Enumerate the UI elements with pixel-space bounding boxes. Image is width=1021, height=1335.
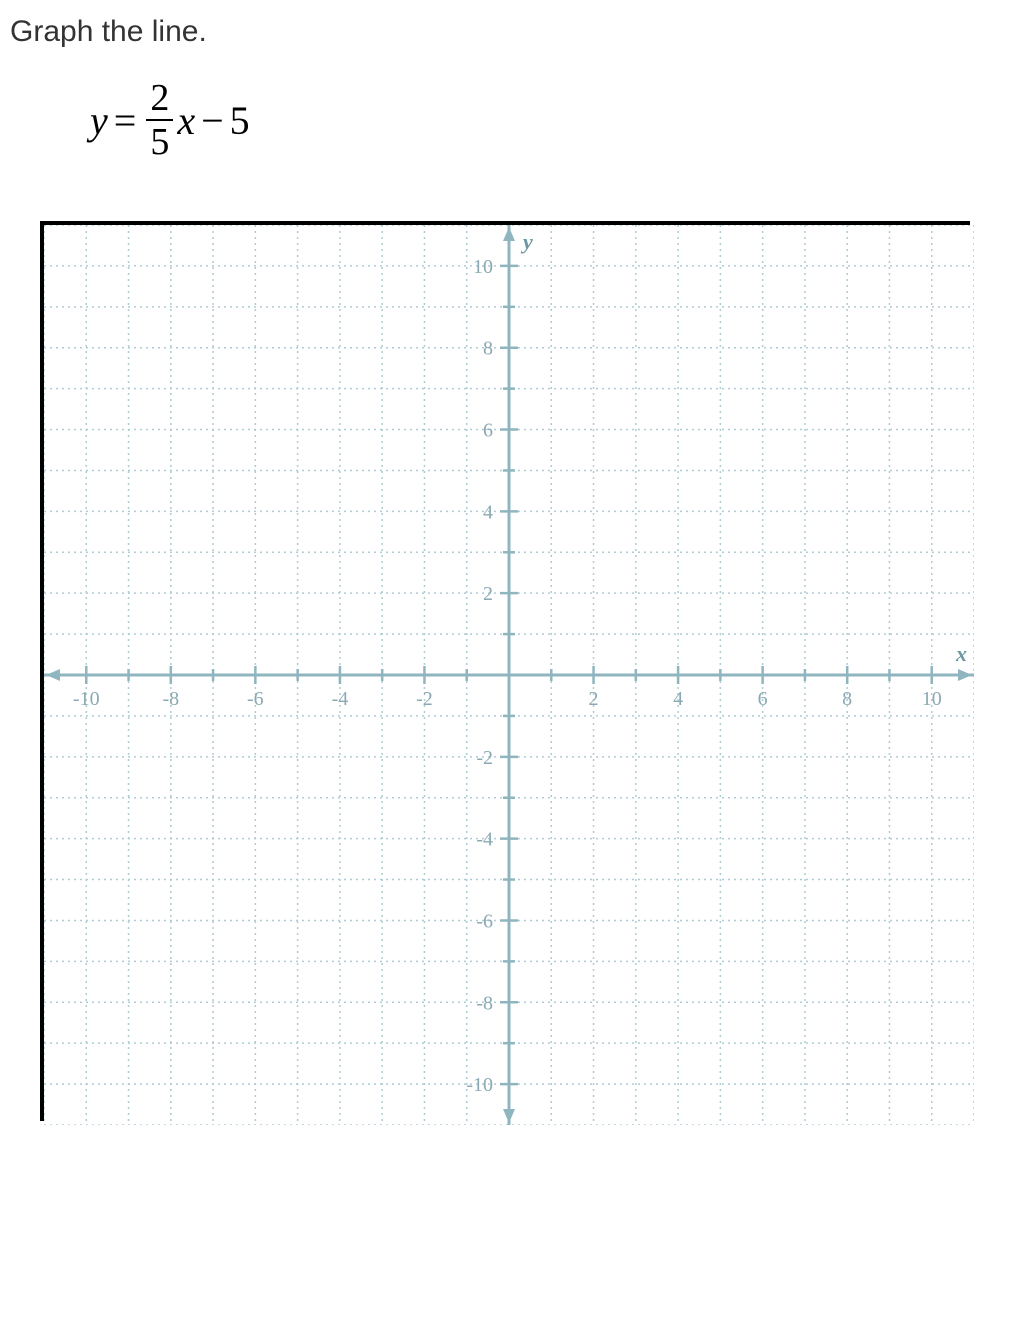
- instruction-text: Graph the line.: [10, 15, 1011, 49]
- x-tick-label: 10: [922, 688, 942, 710]
- x-tick-label: -10: [73, 688, 100, 710]
- x-tick-label: -6: [247, 688, 264, 710]
- equation-constant: 5: [230, 97, 250, 144]
- equation-frac-num: 2: [146, 79, 173, 119]
- y-tick-label: -6: [476, 910, 493, 932]
- y-tick-label: 6: [483, 420, 493, 442]
- y-tick-label: 8: [483, 338, 493, 360]
- y-tick-label: -2: [476, 747, 493, 769]
- x-tick-label: 6: [758, 688, 768, 710]
- coordinate-plane-svg: -10-8-6-4-2246810-10-8-6-4-2246810xy: [44, 225, 974, 1125]
- x-tick-label: -8: [162, 688, 179, 710]
- equation: y = 2 5 x − 5: [90, 79, 1011, 161]
- equation-lhs-var: y: [90, 97, 108, 144]
- x-tick-label: 8: [842, 688, 852, 710]
- y-tick-label: -8: [476, 992, 493, 1014]
- y-tick-label: -10: [466, 1074, 493, 1096]
- x-tick-label: 4: [673, 688, 683, 710]
- y-tick-label: 10: [473, 256, 493, 278]
- equation-equals: =: [114, 97, 137, 144]
- y-tick-label: 4: [483, 501, 493, 523]
- x-axis-label: x: [955, 641, 967, 666]
- coordinate-plane: -10-8-6-4-2246810-10-8-6-4-2246810xy: [40, 221, 970, 1121]
- x-tick-label: -2: [416, 688, 433, 710]
- equation-frac-den: 5: [146, 119, 173, 161]
- x-tick-label: -4: [332, 688, 349, 710]
- equation-fraction: 2 5: [146, 79, 173, 161]
- equation-block: y = 2 5 x − 5: [90, 79, 1011, 161]
- equation-rhs-var: x: [177, 97, 195, 144]
- y-tick-label: 2: [483, 583, 493, 605]
- y-tick-label: -4: [476, 829, 493, 851]
- equation-minus: −: [201, 97, 224, 144]
- x-tick-label: 2: [589, 688, 599, 710]
